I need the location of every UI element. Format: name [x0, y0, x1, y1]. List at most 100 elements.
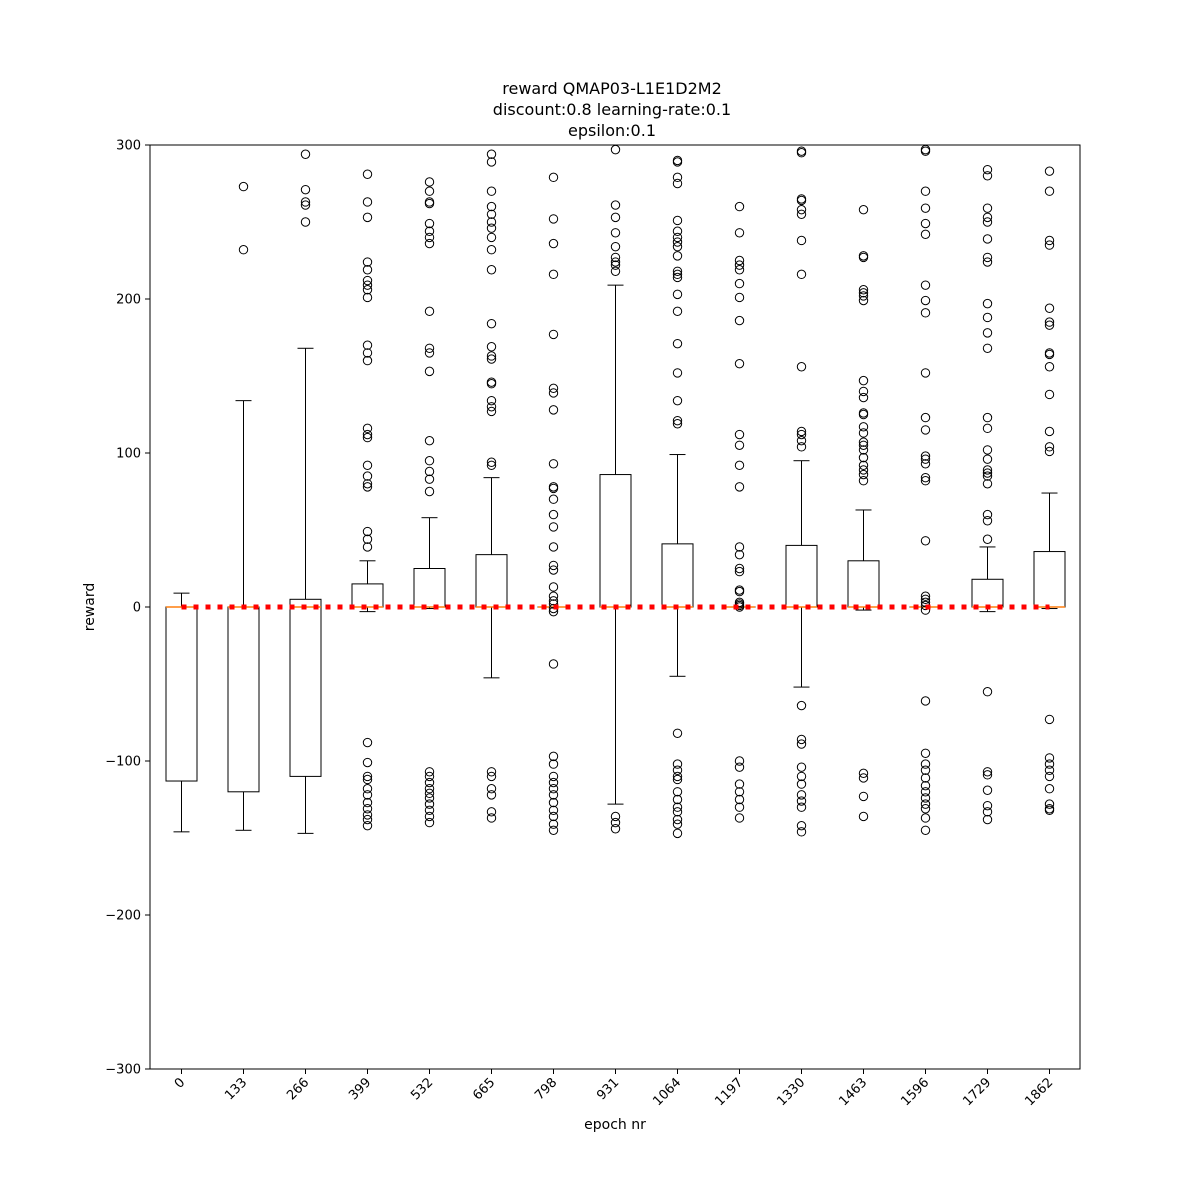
flier-point [982, 412, 993, 423]
flier-point [486, 232, 497, 243]
flier-point [1044, 759, 1055, 769]
box-group [1033, 166, 1066, 815]
flier-point [610, 817, 621, 828]
flier-point [858, 285, 869, 295]
y-tick-label: 0 [133, 601, 141, 616]
flier-point [548, 405, 559, 415]
flier-point [424, 474, 435, 484]
flier-point [362, 757, 373, 768]
flier-point [548, 509, 559, 520]
flier-point [548, 383, 559, 394]
flier-point [672, 241, 683, 252]
flier-point [858, 392, 869, 403]
flier-point [1044, 186, 1055, 196]
flier-point [672, 368, 683, 378]
flier-point [486, 318, 497, 329]
flier-point [548, 172, 559, 183]
box [289, 598, 322, 777]
flier-point [362, 471, 373, 481]
flier-point [734, 201, 745, 212]
flier-point [362, 257, 373, 267]
flier-point [548, 759, 559, 769]
box-group [351, 169, 384, 831]
flier-point [548, 825, 559, 835]
y-tick-label: 300 [116, 139, 141, 154]
flier-point [424, 186, 435, 196]
flier-point [920, 476, 931, 486]
flier-point [734, 813, 745, 823]
flier-point [672, 395, 683, 406]
flier-point [920, 773, 931, 783]
flier-point [982, 471, 993, 481]
flier-point [486, 217, 497, 227]
flier-point [672, 759, 683, 769]
flier-point [920, 203, 931, 213]
flier-point [920, 759, 931, 769]
flier-point [982, 807, 993, 817]
flier-point [920, 218, 931, 229]
flier-point [982, 465, 993, 475]
flier-point [548, 811, 559, 822]
flier-point [982, 234, 993, 244]
flier-point [920, 186, 931, 196]
flier-point [672, 232, 683, 243]
flier-point [858, 437, 869, 447]
flier-point [1044, 714, 1055, 725]
flier-point [486, 351, 497, 361]
flier-point [920, 295, 931, 306]
flier-point [672, 802, 683, 812]
flier-point [1044, 166, 1055, 176]
flier-point [982, 171, 993, 181]
flier-point [858, 773, 869, 783]
flier-point [672, 787, 683, 797]
flier-point [920, 793, 931, 803]
flier-point [672, 269, 683, 280]
flier-point [424, 198, 435, 209]
flier-point [486, 771, 497, 782]
flier-point [424, 348, 435, 358]
flier-point [672, 774, 683, 785]
flier-point [610, 241, 621, 252]
flier-point [982, 767, 993, 777]
flier-point [610, 266, 621, 276]
flier-point [734, 260, 745, 270]
flier-point [1044, 753, 1055, 763]
flier-point [858, 295, 869, 306]
flier-point [362, 814, 373, 825]
flier-point [920, 308, 931, 318]
flier-point [672, 157, 683, 167]
flier-point [486, 406, 497, 417]
flier-point [238, 245, 249, 255]
flier-point [858, 386, 869, 397]
flier-point [796, 796, 807, 806]
flier-point [548, 238, 559, 249]
flier-point [982, 785, 993, 795]
flier-point [610, 824, 621, 834]
flier-point [796, 820, 807, 831]
flier-point [300, 149, 311, 159]
flier-point [920, 804, 931, 814]
flier-point [486, 265, 497, 275]
flier-point [734, 794, 745, 805]
flier-point [486, 354, 497, 364]
flier-point [920, 451, 931, 461]
flier-point [672, 226, 683, 236]
flier-point [982, 252, 993, 263]
flier-point [982, 479, 993, 489]
flier-point [734, 265, 745, 275]
flier-point [920, 229, 931, 240]
flier-point [486, 342, 497, 352]
flier-point [858, 460, 869, 471]
flier-point [548, 329, 559, 340]
flier-point [920, 787, 931, 797]
flier-point [362, 348, 373, 358]
flier-point [858, 452, 869, 463]
flier-point [362, 790, 373, 800]
flier-point [362, 197, 373, 207]
flier-point [672, 794, 683, 805]
flier-point [362, 797, 373, 808]
flier-point [734, 292, 745, 303]
y-axis-label: reward [82, 583, 98, 632]
flier-point [734, 542, 745, 552]
